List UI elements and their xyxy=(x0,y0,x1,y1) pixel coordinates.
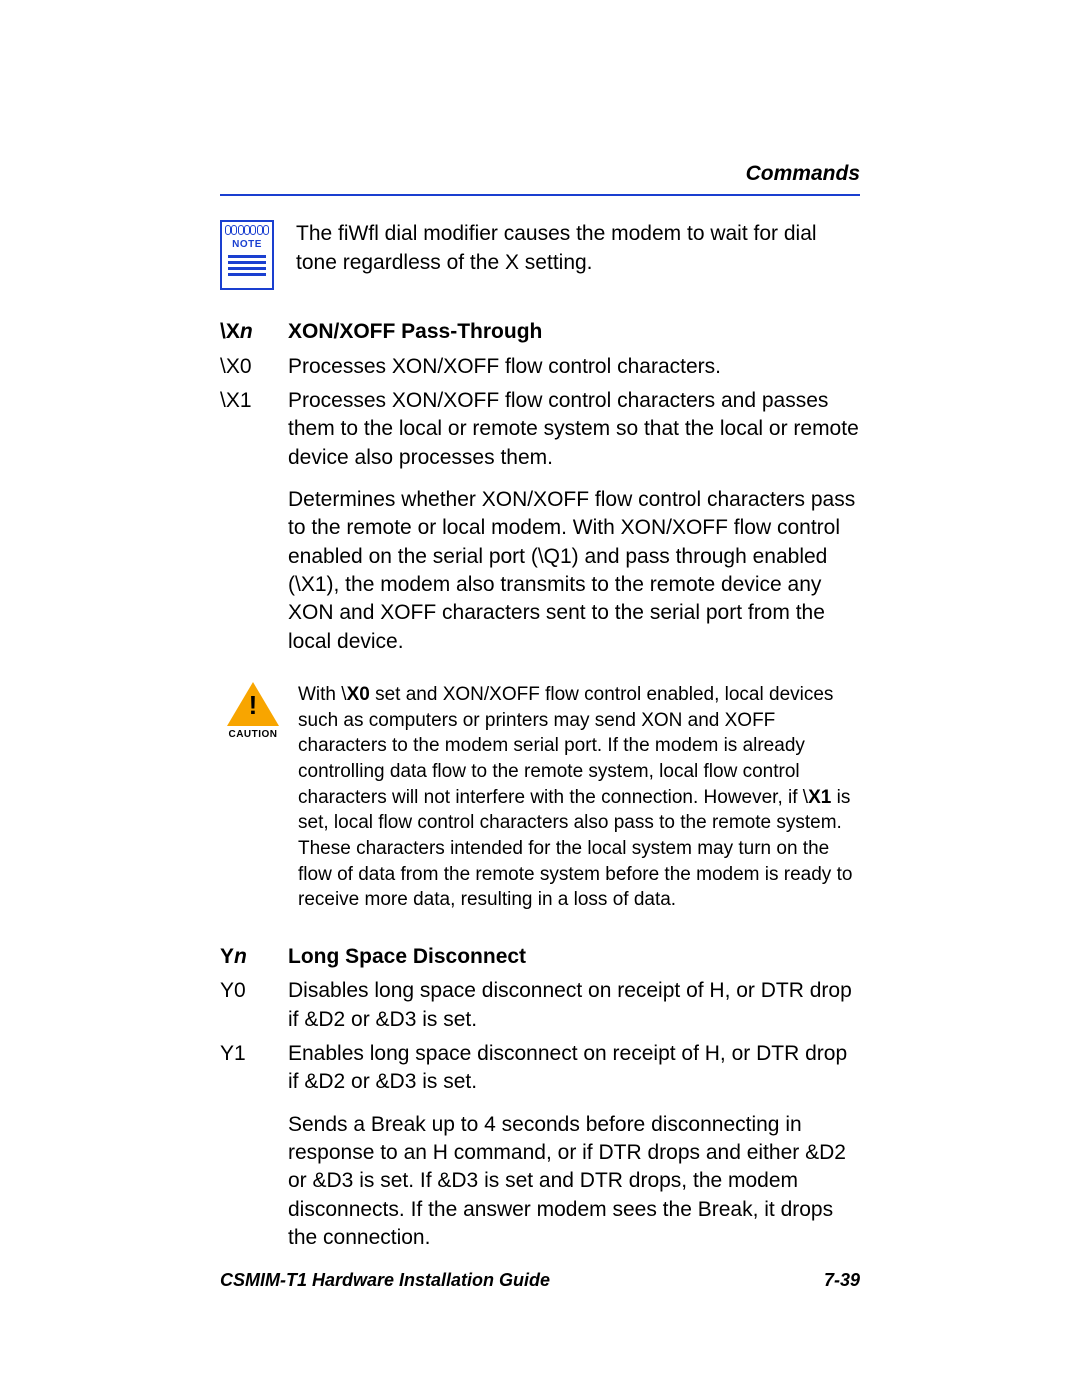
cmd-xn-param: n xyxy=(240,320,253,343)
footer-right: 7-39 xyxy=(824,1268,860,1292)
yn-row-0: Y0 Disables long space disconnect on rec… xyxy=(220,977,860,1034)
footer-left: CSMIM-T1 Hardware Installation Guide xyxy=(220,1268,550,1292)
caution-t1: With \ xyxy=(298,684,347,705)
caution-icon: ! CAUTION xyxy=(220,682,286,742)
cmd-yn: Yn xyxy=(220,943,288,971)
note-text: The ﬁWﬂ dial modiﬁer causes the modem to… xyxy=(296,220,860,277)
caution-block: ! CAUTION With \X0 set and XON/XOFF ﬂow … xyxy=(220,682,860,913)
xon-row-0-desc: Processes XON/XOFF flow control characte… xyxy=(288,353,860,381)
xon-row-1-cmd: \X1 xyxy=(220,387,288,415)
page-header: Commands xyxy=(220,160,860,196)
xon-explain: Determines whether XON/XOFF flow control… xyxy=(288,486,860,656)
cmd-xn-prefix: \X xyxy=(220,320,240,343)
section-xon-header: \Xn XON/XOFF Pass-Through xyxy=(220,318,860,346)
note-icon: NOTE xyxy=(220,220,274,290)
xon-row-1-desc: Processes XON/XOFF flow control characte… xyxy=(288,387,860,472)
yn-explain: Sends a Break up to 4 seconds before dis… xyxy=(288,1111,860,1253)
section-yn-header: Yn Long Space Disconnect xyxy=(220,943,860,971)
section-xon-title: XON/XOFF Pass-Through xyxy=(288,318,860,346)
xon-row-1: \X1 Processes XON/XOFF flow control char… xyxy=(220,387,860,472)
note-block: NOTE The ﬁWﬂ dial modiﬁer causes the mod… xyxy=(220,220,860,290)
header-title: Commands xyxy=(746,162,860,185)
yn-row-1: Y1 Enables long space disconnect on rece… xyxy=(220,1040,860,1097)
cmd-yn-param: n xyxy=(234,945,247,968)
section-yn-title: Long Space Disconnect xyxy=(288,943,860,971)
note-label: NOTE xyxy=(232,238,262,252)
caution-b1: X0 xyxy=(347,684,370,705)
caution-t2: set and XON/XOFF ﬂow control enabled, lo… xyxy=(298,684,833,808)
page-footer: CSMIM-T1 Hardware Installation Guide 7-3… xyxy=(220,1268,860,1292)
caution-text: With \X0 set and XON/XOFF ﬂow control en… xyxy=(298,682,860,913)
yn-row-0-desc: Disables long space disconnect on receip… xyxy=(288,977,860,1034)
yn-row-1-cmd: Y1 xyxy=(220,1040,288,1068)
xon-row-0-cmd: \X0 xyxy=(220,353,288,381)
yn-row-1-desc: Enables long space disconnect on receipt… xyxy=(288,1040,860,1097)
cmd-xn: \Xn xyxy=(220,318,288,346)
xon-row-0: \X0 Processes XON/XOFF flow control char… xyxy=(220,353,860,381)
page: Commands NOTE The ﬁWﬂ dial modiﬁer cause… xyxy=(0,0,1080,1397)
caution-label: CAUTION xyxy=(220,728,286,742)
yn-row-0-cmd: Y0 xyxy=(220,977,288,1005)
cmd-yn-prefix: Y xyxy=(220,945,234,968)
caution-b2: X1 xyxy=(808,787,831,808)
